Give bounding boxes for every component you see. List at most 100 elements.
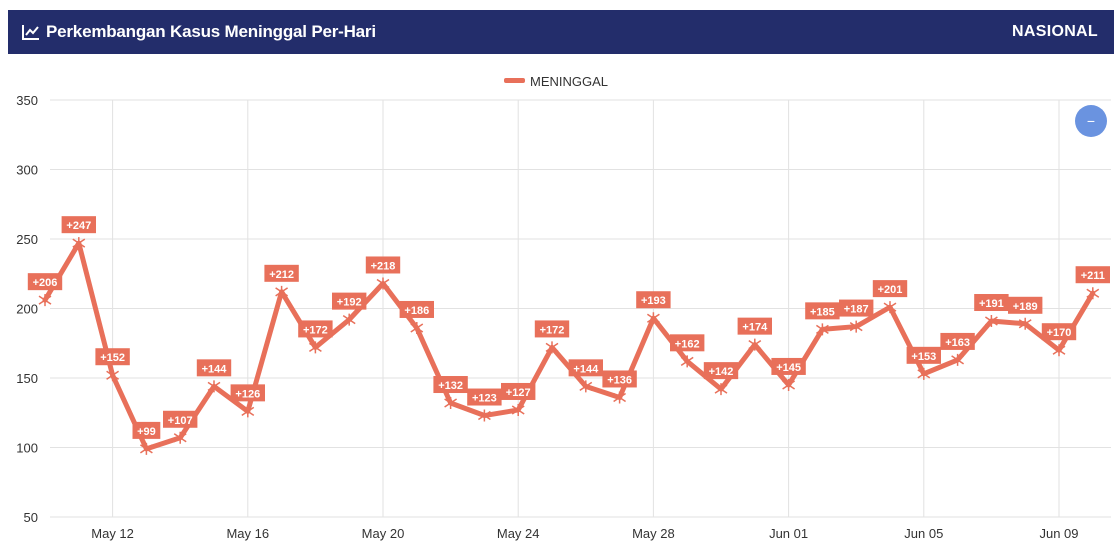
point-marker (376, 277, 390, 290)
data-point[interactable] (444, 397, 458, 410)
point-marker (984, 315, 998, 328)
chart-area: 50 100 150 200 250 300 350 May 12 May 16 May 20 Ma… (0, 60, 1118, 554)
data-label-text: +206 (33, 277, 58, 289)
data-label-text: +247 (66, 220, 91, 232)
data-point[interactable] (38, 294, 52, 307)
legend-label[interactable]: MENINGGAL (530, 74, 608, 89)
chart-title: Perkembangan Kasus Meninggal Per-Hari (46, 22, 376, 41)
data-label-text: +174 (742, 322, 768, 334)
series-line (38, 237, 1100, 455)
point-marker (917, 367, 931, 380)
data-label-box (906, 346, 941, 364)
data-label: +174 (737, 317, 772, 335)
data-point[interactable] (815, 323, 829, 336)
data-point[interactable] (646, 312, 660, 325)
point-marker (275, 285, 289, 298)
data-label-box (95, 348, 130, 366)
point-marker (545, 341, 559, 354)
point-marker (680, 355, 694, 368)
data-point[interactable] (714, 383, 728, 396)
data-label-box (196, 359, 232, 377)
minus-icon[interactable]: − (1087, 113, 1095, 129)
data-label-box (27, 273, 63, 291)
data-label: +162 (670, 334, 705, 352)
data-point[interactable] (342, 313, 356, 326)
data-point[interactable] (308, 341, 322, 354)
data-label-text: +162 (675, 338, 700, 350)
data-labels: +206 +247 +152 +99 +107 +144 +126 +212 +172 +192 +… (27, 216, 1110, 439)
data-point[interactable] (917, 367, 931, 380)
point-marker (444, 397, 458, 410)
data-point[interactable] (139, 442, 153, 455)
data-label-text: +185 (810, 306, 835, 318)
data-label: +170 (1041, 323, 1077, 341)
zoom-out-button[interactable]: − (1075, 105, 1107, 137)
data-label-box (771, 357, 806, 375)
data-point[interactable] (748, 338, 762, 351)
data-label-text: +144 (573, 363, 599, 375)
data-point[interactable] (275, 285, 289, 298)
data-point[interactable] (613, 391, 627, 404)
data-label-text: +107 (168, 415, 193, 427)
x-tick-label: May 12 (91, 526, 134, 541)
data-label: +123 (467, 388, 502, 406)
data-point[interactable] (883, 301, 897, 314)
point-marker (342, 313, 356, 326)
data-label: +136 (602, 370, 637, 388)
data-label-box (636, 291, 671, 309)
data-point[interactable] (984, 315, 998, 328)
line-chart-icon (22, 25, 39, 40)
data-point[interactable] (579, 380, 593, 393)
data-point[interactable] (849, 320, 863, 333)
data-label-box (399, 300, 434, 318)
point-marker (1086, 287, 1100, 300)
data-label: +127 (501, 382, 536, 400)
y-tick-label: 250 (16, 232, 38, 247)
data-label-text: +99 (137, 426, 156, 438)
data-label-text: +191 (979, 298, 1004, 310)
legend-swatch[interactable] (504, 78, 525, 83)
data-point[interactable] (545, 341, 559, 354)
data-label-box (501, 382, 536, 400)
data-label: +163 (940, 332, 975, 350)
point-marker (613, 391, 627, 404)
point-marker (782, 378, 796, 391)
data-point[interactable] (173, 431, 187, 444)
data-label: +187 (839, 299, 874, 317)
data-label: +201 (872, 280, 908, 298)
point-marker (748, 338, 762, 351)
data-label: +107 (163, 410, 198, 428)
point-marker (646, 312, 660, 325)
data-point[interactable] (1018, 317, 1032, 330)
data-label-text: +189 (1013, 301, 1038, 313)
data-point[interactable] (106, 369, 120, 382)
data-point[interactable] (1086, 287, 1100, 300)
data-label-text: +211 (1081, 270, 1105, 282)
data-point[interactable] (376, 277, 390, 290)
point-marker (173, 431, 187, 444)
data-point[interactable] (477, 409, 491, 422)
point-marker (410, 321, 424, 334)
x-tick-label: Jun 05 (904, 526, 943, 541)
data-label-box (940, 332, 975, 350)
data-point[interactable] (207, 380, 221, 393)
scope-label: NASIONAL (1012, 23, 1098, 40)
data-point[interactable] (782, 378, 796, 391)
data-label: +186 (399, 300, 434, 318)
data-point[interactable] (680, 355, 694, 368)
y-tick-label: 50 (24, 510, 38, 525)
data-point[interactable] (1052, 344, 1066, 357)
chart-header: Perkembangan Kasus Meninggal Per-Hari NA… (8, 10, 1114, 54)
legend[interactable]: MENINGGAL (504, 74, 608, 89)
x-tick-label: May 28 (632, 526, 675, 541)
data-point[interactable] (951, 353, 965, 366)
point-marker (849, 320, 863, 333)
data-label-text: +145 (776, 362, 801, 374)
data-point[interactable] (410, 321, 424, 334)
zoom-button-circle[interactable] (1075, 105, 1107, 137)
data-point[interactable] (72, 237, 86, 250)
data-label-box (534, 320, 570, 338)
data-point[interactable] (241, 405, 255, 418)
data-label-box (1041, 323, 1077, 341)
data-point[interactable] (511, 403, 525, 416)
